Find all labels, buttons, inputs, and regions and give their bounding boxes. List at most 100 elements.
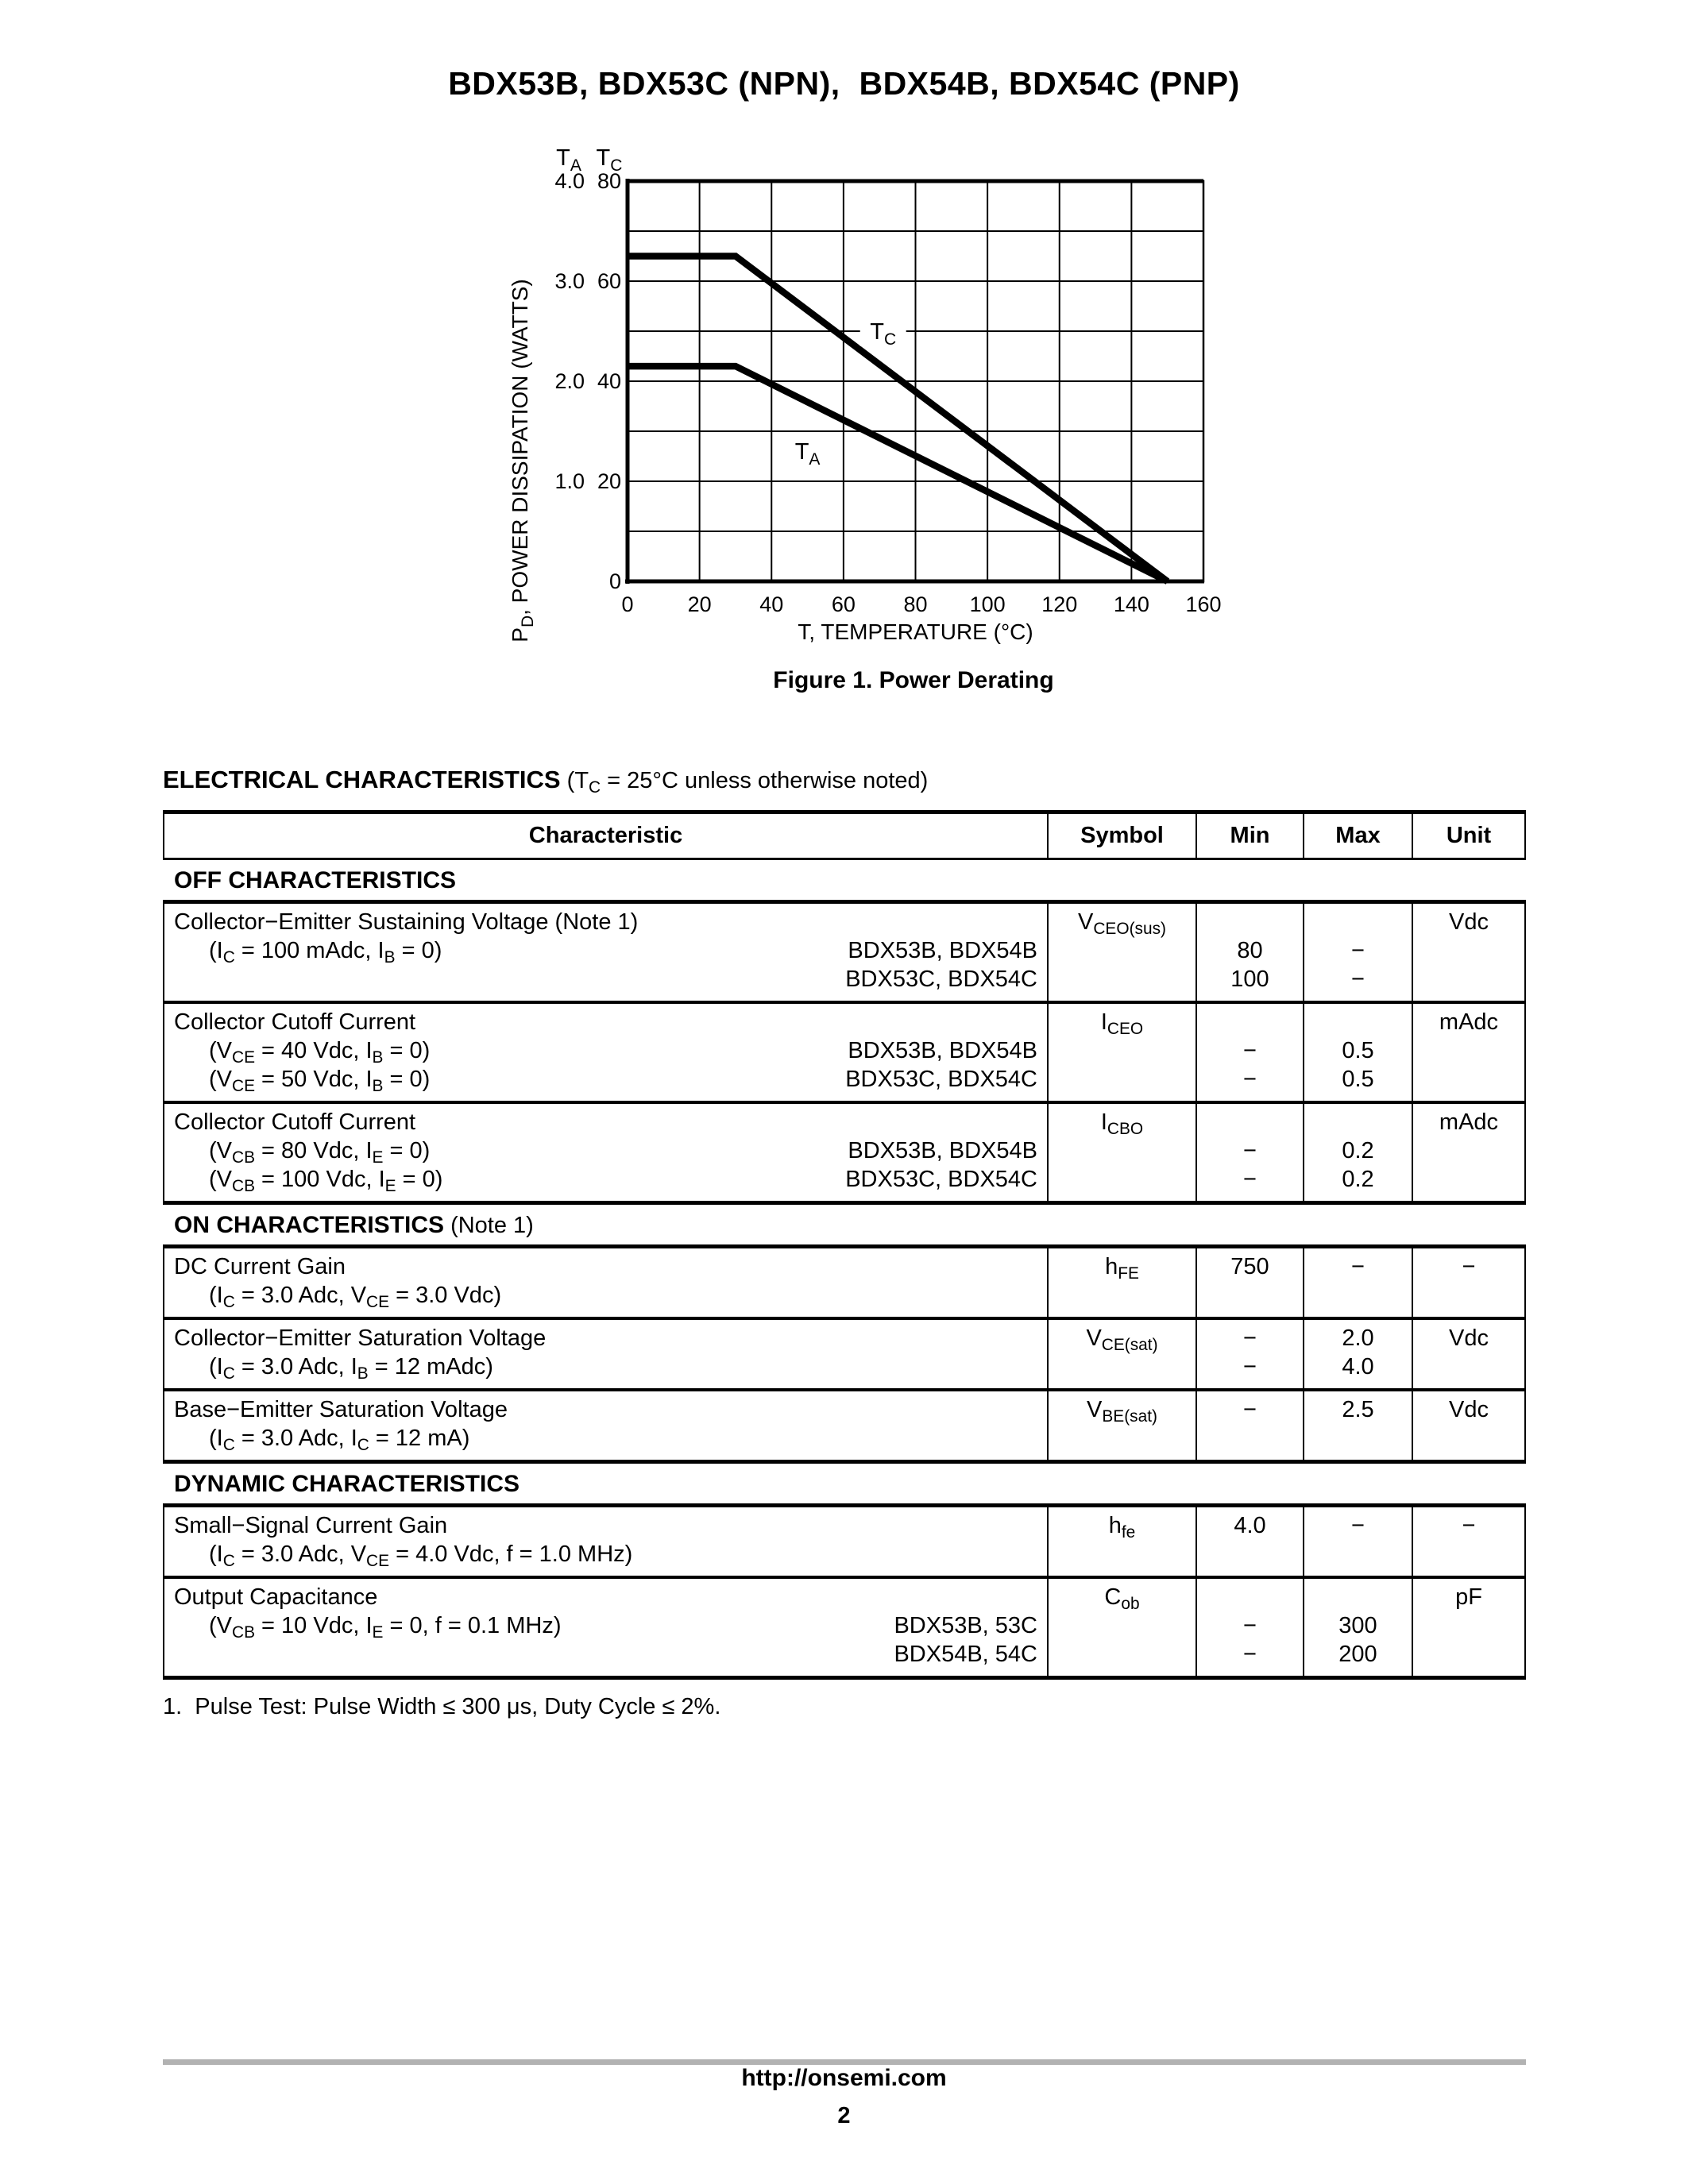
condition-line: (IC = 100 mAdc, IB = 0) BDX53B, BDX54B [164,936,1047,967]
characteristic-name: Collector Cutoff Current [174,1009,416,1035]
unit-cell: Vdc [1412,1391,1524,1460]
unit-value: − [1462,1254,1476,1279]
unit-value: Vdc [1449,1397,1489,1422]
table-row: Collector Cutoff Current (VCE = 40 Vdc, I… [164,1001,1524,1101]
min-value [1197,1008,1303,1036]
characteristic-name: Collector Cutoff Current [174,1109,416,1135]
table-row: Small−Signal Current Gain (IC = 3.0 Adc, … [164,1507,1524,1576]
symbol-cell: VBE(sat) [1047,1391,1196,1460]
table-group: Collector−Emitter Sustaining Voltage (No… [163,900,1526,1205]
condition-line: (IC = 3.0 Adc, VCE = 4.0 Vdc, f = 1.0 MH… [164,1540,1047,1569]
condition-line: (VCB = 80 Vdc, IE = 0) BDX53B, BDX54B [164,1136,1047,1167]
power-derating-chart: TC TA 0 20 40 60 80 100 120 140 160 80 60 40 20 0 4.0 3.0… [508,145,1222,644]
characteristic-name-line: DC Current Gain [164,1252,1047,1281]
min-value [1197,1583,1303,1611]
page-title: BDX53B, BDX53C (NPN), BDX54B, BDX54C (PN… [448,65,1240,102]
characteristic-cell: Small−Signal Current Gain (IC = 3.0 Adc, … [164,1507,1047,1576]
characteristic-name-line: Collector−Emitter Saturation Voltage [164,1324,1047,1352]
max-value [1304,1424,1412,1453]
table-group: DC Current Gain (IC = 3.0 Adc, VCE = 3.0 … [163,1244,1526,1464]
symbol-value: VCEO(sus) [1078,909,1166,938]
condition-text: (IC = 3.0 Adc, VCE = 4.0 Vdc, f = 1.0 MH… [209,1542,633,1570]
condition-text: (VCB = 80 Vdc, IE = 0) [209,1138,431,1167]
unit-value: Vdc [1449,909,1489,935]
tc-tick-label: 20 [597,469,621,493]
ta-tick-label: 2.0 [554,369,585,393]
min-value: − [1243,1325,1257,1351]
max-cell: − [1303,1507,1412,1576]
symbol-value: ICBO [1100,1109,1144,1138]
characteristic-cell: DC Current Gain (IC = 3.0 Adc, VCE = 3.0 … [164,1248,1047,1317]
table-row: Output Capacitance (VCB = 10 Vdc, IE = 0,… [164,1576,1524,1676]
unit-value: pF [1455,1584,1482,1610]
device-names: BDX53B, BDX54B [848,1038,1037,1063]
section-heading: DYNAMIC CHARACTERISTICS [163,1472,1526,1497]
power-derating-figure: TC TA 0 20 40 60 80 100 120 140 160 80 60 40 20 0 4.0 3.0… [477,119,1255,667]
footer-divider [163,2059,1526,2065]
series-curve-0 [628,253,1170,585]
electrical-heading-bold: ELECTRICAL CHARACTERISTICS [163,766,561,793]
condition-line: (VCE = 50 Vdc, IB = 0) BDX53C, BDX54C [164,1065,1047,1094]
column-header-min: Min [1196,814,1303,858]
table-row: Base−Emitter Saturation Voltage (IC = 3.0… [164,1388,1524,1460]
table-row: Collector−Emitter Sustaining Voltage (No… [164,904,1524,1001]
series-label-background-1 [784,436,831,467]
table-body: OFF CHARACTERISTICS Collector−Emitter Sus… [163,868,1526,1680]
device-names: BDX53C, BDX54C [845,1067,1037,1092]
characteristic-name-line: Base−Emitter Saturation Voltage [164,1395,1047,1424]
tc-tick-label: 40 [597,369,621,393]
characteristic-name-line: Collector Cutoff Current [164,1108,1047,1136]
max-cell: 0.2 0.2 [1303,1104,1412,1201]
max-cell: − [1303,1248,1412,1317]
ta-tick-label: 4.0 [554,169,585,193]
min-value [1197,1424,1303,1453]
condition-text: (VCE = 40 Vdc, IB = 0) [209,1038,431,1067]
characteristic-cell: Base−Emitter Saturation Voltage (IC = 3.0… [164,1391,1047,1460]
min-value: 750 [1230,1254,1269,1279]
tc-axis-header: TC [597,145,623,175]
x-axis-title: T, TEMPERATURE (°C) [798,619,1033,644]
table-header-row: Characteristic Symbol Min Max Unit [163,810,1526,860]
condition-line: (VCB = 100 Vdc, IE = 0) BDX53C, BDX54C [164,1165,1047,1194]
max-value: − [1351,967,1365,992]
max-value: 0.5 [1342,1067,1374,1092]
symbol-value: hFE [1105,1254,1139,1283]
device-names: BDX53B, BDX54B [848,938,1037,963]
unit-value: Vdc [1449,1325,1489,1351]
x-tick-label: 160 [1185,592,1221,616]
symbol-value: VBE(sat) [1087,1397,1157,1426]
characteristic-name-line: Small−Signal Current Gain [164,1511,1047,1540]
characteristic-name: Small−Signal Current Gain [174,1513,448,1538]
min-value: − [1243,1167,1257,1192]
min-value: 4.0 [1234,1513,1266,1538]
min-cell: − − [1196,1004,1303,1101]
characteristic-name: Output Capacitance [174,1584,378,1610]
max-value: − [1351,938,1365,963]
min-value: − [1243,1642,1257,1667]
section-heading-title: OFF CHARACTERISTICS [174,867,456,893]
min-value: − [1243,1354,1257,1379]
section-heading-title: ON CHARACTERISTICS [174,1212,445,1238]
max-value [1304,1108,1412,1136]
section-heading: OFF CHARACTERISTICS [163,868,1526,893]
min-value: − [1243,1067,1257,1092]
series-label-background-0 [859,316,906,346]
min-cell: − − [1196,1579,1303,1676]
y-axis-title: PD, POWER DISSIPATION (WATTS) [508,279,537,642]
min-value: − [1243,1038,1257,1063]
symbol-cell: VCEO(sus) [1047,904,1196,1001]
unit-cell: Vdc [1412,1320,1524,1388]
characteristic-name: Collector−Emitter Sustaining Voltage (No… [174,909,639,935]
min-cell: − − [1196,1320,1303,1388]
condition-text: (IC = 100 mAdc, IB = 0) [209,938,442,967]
max-value [1304,1583,1412,1611]
unit-value: mAdc [1439,1009,1499,1035]
footer-url: http://onsemi.com [741,2065,947,2091]
condition-text: (IC = 3.0 Adc, IB = 12 mAdc) [209,1354,493,1383]
condition-line: (IC = 3.0 Adc, VCE = 3.0 Vdc) [164,1281,1047,1310]
symbol-value: VCE(sat) [1086,1325,1158,1354]
symbol-value: ICEO [1100,1009,1144,1038]
characteristic-name: Base−Emitter Saturation Voltage [174,1397,508,1422]
condition-line: (IC = 3.0 Adc, IC = 12 mA) [164,1424,1047,1453]
x-tick-label: 80 [903,592,927,616]
